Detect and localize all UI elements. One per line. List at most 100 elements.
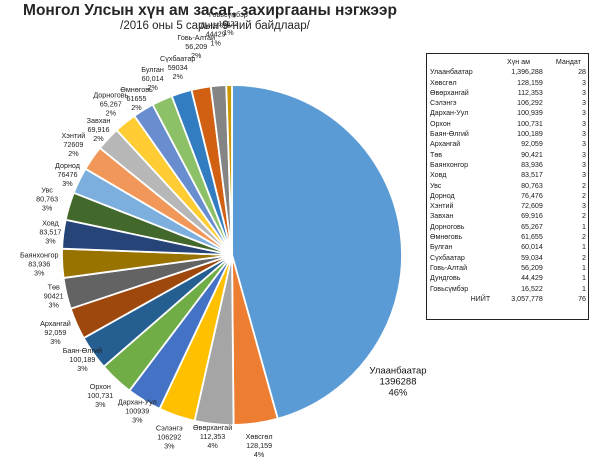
slice-percent-label: 2% xyxy=(93,134,104,143)
slice-name-label: Хөвсгөл xyxy=(246,432,273,441)
slice-value-label: 100939 xyxy=(125,407,149,416)
population-cell: 65,267 xyxy=(521,222,543,231)
slice-name-label: Өвөрхангай xyxy=(193,423,232,432)
table-row: Баян-Өлгий 100,189 3 xyxy=(430,129,588,139)
slice-name-label: Дорноговь xyxy=(93,91,128,100)
slice-percent-label: 3% xyxy=(34,268,45,277)
mandate-cell: 2 xyxy=(582,253,586,262)
population-cell: 69,916 xyxy=(521,212,543,221)
slice-name-label: Говь-Алтай xyxy=(177,33,215,42)
mandate-cell: 3 xyxy=(582,150,586,159)
table-row: Өвөрхангай 112,353 3 xyxy=(430,88,588,98)
table-header-cell xyxy=(430,57,494,67)
population-cell: 56,209 xyxy=(521,263,543,272)
table-row: Говьсүмбэр 16,522 1 xyxy=(430,284,588,294)
table-row: Увс 80,763 2 xyxy=(430,181,588,191)
slice-value-label: 1396288 xyxy=(380,377,417,388)
slice-name-label: Баянхонгор xyxy=(20,250,59,259)
aimag-name-cell: Төв xyxy=(430,150,443,159)
aimag-name-cell: Дундговь xyxy=(430,274,461,283)
aimag-name-cell: Говьсүмбэр xyxy=(430,284,469,293)
mandate-cell: 3 xyxy=(582,160,586,169)
population-cell: 60,014 xyxy=(521,243,543,252)
aimag-name-cell: Сүхбаатар xyxy=(430,253,465,262)
population-cell: 106,292 xyxy=(517,99,543,108)
aimag-name-cell: Архангай xyxy=(430,140,461,149)
slice-value-label: 76476 xyxy=(58,170,78,179)
aimag-name-cell: Хэнтий xyxy=(430,202,454,211)
page-title: Монгол Улсын хүн ам засаг, захиргааны нэ… xyxy=(23,2,397,19)
table-header-cell: Хүн ам xyxy=(507,58,531,66)
slice-percent-label: 2% xyxy=(147,83,158,92)
slice-percent-label: 3% xyxy=(164,441,175,450)
slice-name-label: Увс xyxy=(41,185,53,194)
table-row: Дорнод 76,476 2 xyxy=(430,191,588,201)
mandate-cell: 1 xyxy=(582,222,586,231)
population-cell: 61,655 xyxy=(521,233,543,242)
slice-value-label: 112,353 xyxy=(200,432,225,441)
table-row: Баянхонгор 83,936 3 xyxy=(430,160,588,170)
population-cell: 83,936 xyxy=(521,160,543,169)
population-cell: 128,159 xyxy=(517,78,543,87)
slice-name-label: Төв xyxy=(48,282,60,291)
table-row: Дундговь 44,429 1 xyxy=(430,273,588,283)
slice-value-label: 16522 xyxy=(218,19,238,28)
aimag-name-cell: Увс xyxy=(430,181,442,190)
aimag-name-cell: Хөвсгөл xyxy=(430,78,457,87)
mandate-table: Хүн ам Мандат Улаанбаатар 1,396,288 28 Хөвс… xyxy=(430,57,588,304)
table-row: Өмнөговь 61,655 2 xyxy=(430,232,588,242)
total-population-cell: 3,057,778 xyxy=(511,294,543,303)
slice-value-label: 61655 xyxy=(127,94,147,103)
population-cell: 100,939 xyxy=(517,109,543,118)
aimag-name-cell: Өвөрхангай xyxy=(430,88,469,97)
table-header-row: Хүн ам Мандат xyxy=(430,57,588,67)
aimag-name-cell: Ховд xyxy=(430,171,447,180)
slice-name-label: Сэлэнгэ xyxy=(156,423,183,432)
slice-percent-label: 1% xyxy=(211,39,222,48)
slice-percent-label: 3% xyxy=(45,237,56,246)
slice-percent-label: 1% xyxy=(223,28,234,37)
slice-name-label: Ховд xyxy=(42,219,59,228)
total-mandate-cell: 76 xyxy=(578,294,586,303)
table-row: Сүхбаатар 59,034 2 xyxy=(430,253,588,263)
mandate-cell: 28 xyxy=(578,68,586,77)
pie-slice xyxy=(231,84,403,420)
aimag-name-cell: Дорнод xyxy=(430,191,455,200)
slice-percent-label: 3% xyxy=(95,400,106,409)
slice-name-label: Улаанбаатар xyxy=(369,366,426,377)
aimag-name-cell: Завхан xyxy=(430,212,454,221)
slice-percent-label: 2% xyxy=(131,103,142,112)
mandate-cell: 3 xyxy=(582,88,586,97)
aimag-name-cell: Баян-Өлгий xyxy=(430,130,469,139)
slice-value-label: 72609 xyxy=(63,140,83,149)
slice-value-label: 100,189 xyxy=(69,355,95,364)
slice-name-label: Дорнод xyxy=(55,161,81,170)
slice-percent-label: 2% xyxy=(191,51,202,60)
slice-percent-label: 3% xyxy=(49,300,60,309)
population-cell: 100,731 xyxy=(517,119,543,128)
population-cell: 112,353 xyxy=(517,88,543,97)
slice-name-label: Завхан xyxy=(87,116,111,125)
mandate-cell: 2 xyxy=(582,233,586,242)
slice-value-label: 44429 xyxy=(206,30,226,39)
slice-value-label: 92,059 xyxy=(44,328,66,337)
slice-percent-label: 4% xyxy=(254,450,265,459)
slice-name-label: Говьсүмбэр xyxy=(209,10,248,19)
mandate-cell: 3 xyxy=(582,171,586,180)
slice-percent-label: 2% xyxy=(106,109,117,118)
mandate-cell: 1 xyxy=(582,284,586,293)
table-row: Дорноговь 65,267 1 xyxy=(430,222,588,232)
mandate-cell: 2 xyxy=(582,212,586,221)
slice-name-label: Архангай xyxy=(40,319,71,328)
slice-value-label: 106292 xyxy=(157,432,181,441)
mandate-cell: 3 xyxy=(582,78,586,87)
table-row: Архангай 92,059 3 xyxy=(430,139,588,149)
mandate-table-box: Хүн ам Мандат Улаанбаатар 1,396,288 28 Хөвс… xyxy=(426,53,589,320)
table-row: Дархан-Уул 100,939 3 xyxy=(430,108,588,118)
population-cell: 59,034 xyxy=(521,253,543,262)
slice-value-label: 90421 xyxy=(44,291,64,300)
mandate-cell: 2 xyxy=(582,181,586,190)
slice-name-label: Орхон xyxy=(90,382,111,391)
aimag-name-cell: Дархан-Уул xyxy=(430,109,469,118)
